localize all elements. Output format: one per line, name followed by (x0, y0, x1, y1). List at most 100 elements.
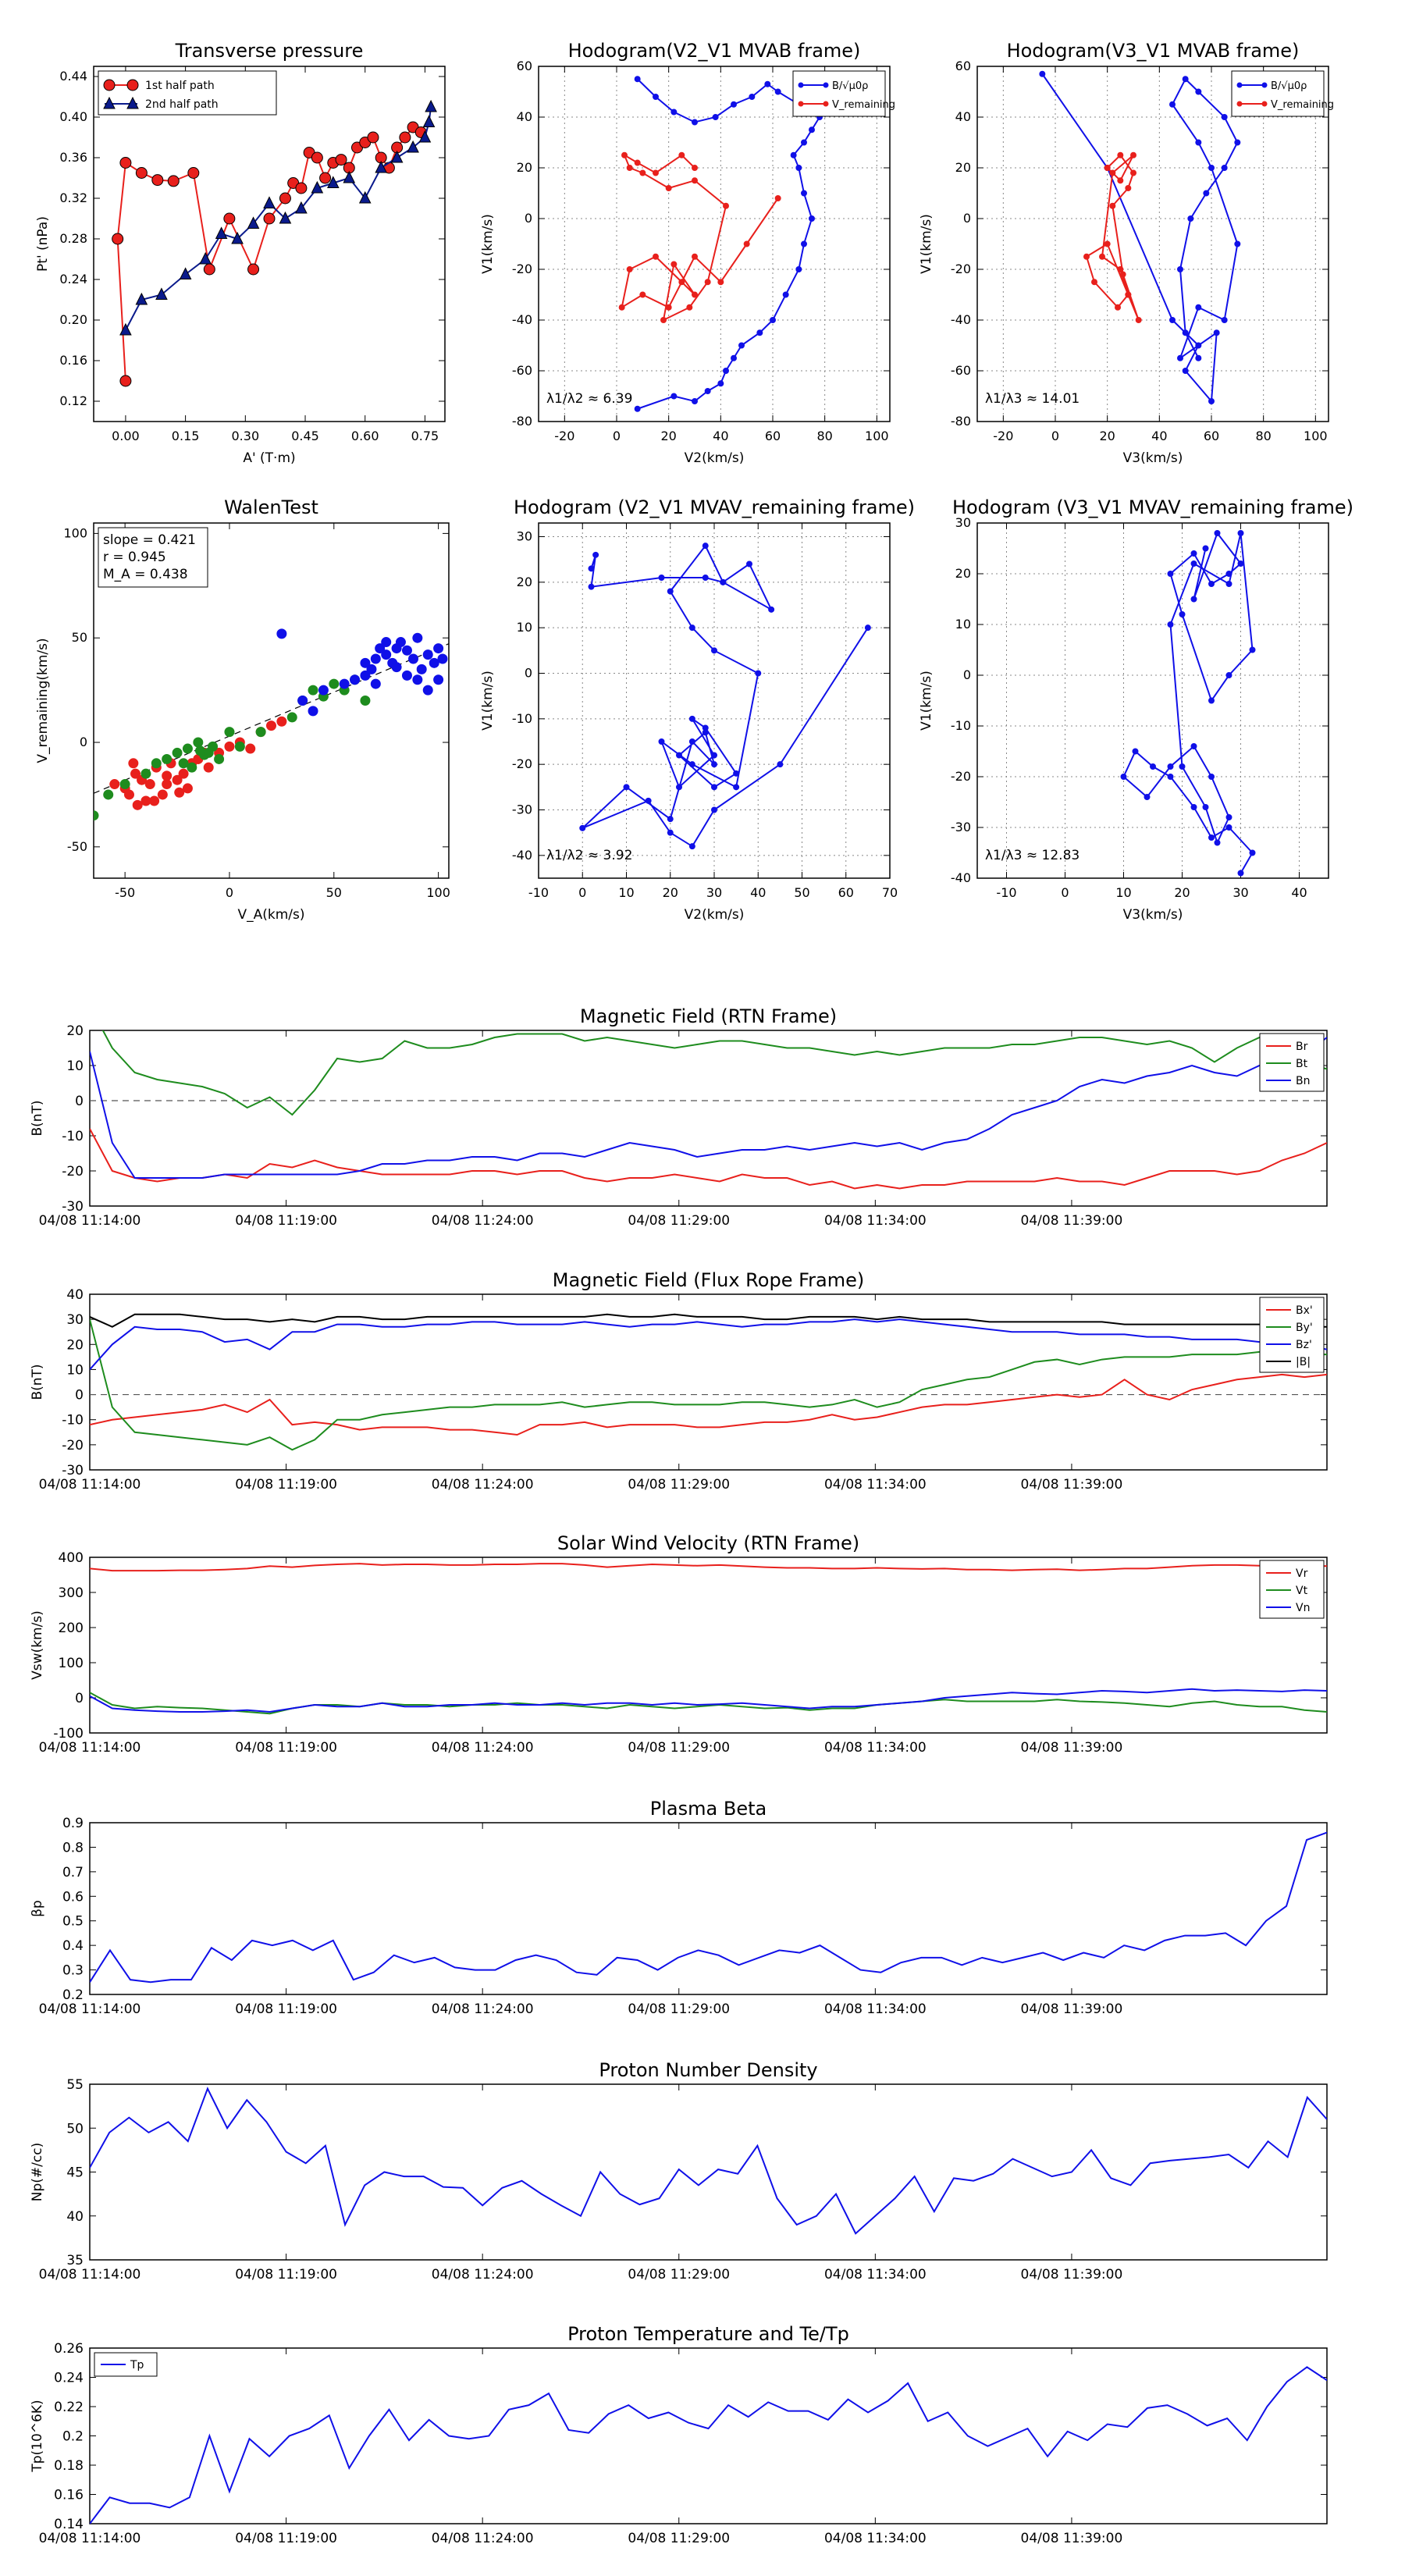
y-tick-label: 0 (525, 211, 532, 226)
x-tick-label: -20 (993, 429, 1013, 443)
y-tick-label: 30 (66, 1312, 84, 1328)
data-point (1190, 560, 1197, 567)
data-point (1203, 190, 1210, 197)
x-tick-label: 04/08 11:19:00 (235, 2001, 337, 2017)
x-tick-label: 04/08 11:24:00 (432, 2267, 534, 2282)
data-point (295, 182, 308, 194)
x-tick-label: 04/08 11:29:00 (628, 1213, 730, 1229)
y-tick-label: 40 (66, 1287, 84, 1303)
data-point (1117, 151, 1124, 158)
legend-label: Vt (1296, 1585, 1308, 1597)
data-point (667, 588, 674, 595)
x-tick-label: 0 (613, 429, 621, 443)
data-point (1208, 697, 1215, 704)
y-tick-label: 0.3 (62, 1963, 84, 1979)
chart-hodo_v2_mvav: Hodogram (V2_V1 MVAV_remaining frame) -10… (480, 496, 915, 923)
data-point (1208, 834, 1215, 841)
chart-title: Magnetic Field (RTN Frame) (580, 1005, 837, 1027)
data-point (370, 653, 381, 664)
plot-frame (89, 1030, 1328, 1207)
data-point (308, 706, 318, 717)
data-layer (94, 628, 449, 821)
legend-marker (103, 96, 116, 109)
data-point (370, 678, 381, 689)
y-tick-label: 0.5 (62, 1914, 84, 1930)
x-tick-label: 0 (578, 885, 586, 900)
data-point (1109, 169, 1116, 176)
legend-label: Br (1296, 1041, 1308, 1053)
x-tick-label: 04/08 11:24:00 (432, 2001, 534, 2017)
y-axis-label: V1(km/s) (480, 214, 496, 274)
data-point (720, 578, 727, 585)
chart-title: Hodogram(V3_V1 MVAB frame) (1007, 40, 1300, 62)
data-point (174, 787, 185, 798)
data-point (1167, 774, 1174, 780)
y-tick-label: -20 (512, 262, 532, 276)
series-line-|B| (90, 1313, 1327, 1328)
data-point (774, 88, 781, 95)
y-tick-label: 10 (66, 1362, 84, 1378)
legend-marker (798, 82, 804, 88)
y-tick-label: 30 (955, 515, 971, 530)
y-tick-label: 0.9 (62, 1816, 84, 1831)
x-tick-label: 04/08 11:14:00 (39, 2531, 141, 2546)
y-tick-label: -80 (951, 414, 971, 429)
plot-frame (89, 1557, 1328, 1734)
y-tick-label: -50 (67, 839, 87, 854)
plot-frame (89, 1293, 1328, 1471)
data-point (712, 114, 719, 120)
data-point (179, 267, 192, 279)
legend-marker (823, 82, 829, 88)
data-point (1190, 804, 1197, 810)
data-point (733, 784, 740, 791)
y-tick-label: -100 (53, 1726, 84, 1742)
y-tick-label: -20 (512, 756, 532, 771)
y-tick-label: 0.2 (62, 1987, 84, 2003)
legend-label: Vn (1296, 1602, 1310, 1614)
data-point (692, 291, 698, 298)
data-layer (90, 1831, 1327, 1984)
data-point (286, 712, 297, 723)
data-layer (1120, 530, 1256, 877)
data-point (688, 843, 695, 850)
y-axis-label: Np(#/cc) (30, 2143, 45, 2201)
data-point (208, 741, 219, 752)
legend-label: Bn (1296, 1075, 1310, 1087)
data-point (311, 151, 323, 164)
legend-box (1259, 1560, 1325, 1619)
data-point (743, 240, 750, 247)
plot-frame (538, 66, 891, 422)
data-point (670, 393, 678, 400)
y-tick-label: 60 (955, 59, 971, 73)
x-tick-label: 04/08 11:29:00 (628, 1477, 730, 1493)
data-point (255, 727, 266, 738)
data-point (645, 797, 652, 804)
y-tick-label: -30 (512, 802, 532, 817)
data-point (864, 624, 871, 632)
series-line-Tp (90, 2366, 1327, 2524)
data-point (621, 151, 628, 158)
y-tick-label: 20 (66, 1023, 84, 1039)
chart-title: Transverse pressure (175, 40, 364, 62)
data-point (140, 795, 151, 806)
y-tick-label: 20 (66, 1337, 84, 1353)
data-point (178, 758, 189, 769)
data-point (276, 628, 287, 639)
data-point (350, 674, 361, 685)
data-point (1132, 748, 1139, 755)
x-tick-label: 0.30 (232, 429, 260, 443)
x-tick-label: 04/08 11:39:00 (1021, 2001, 1123, 2017)
data-point (151, 758, 162, 769)
data-point (1177, 354, 1183, 361)
data-point (1177, 266, 1183, 272)
data-point (639, 291, 646, 298)
data-point (182, 783, 193, 794)
data-point (1190, 550, 1197, 557)
data-point (1225, 824, 1232, 831)
data-point (1125, 291, 1132, 298)
data-point (263, 196, 276, 208)
data-point (704, 279, 711, 286)
x-tick-label: 100 (1304, 429, 1328, 443)
data-point (1109, 202, 1116, 209)
data-point (1225, 672, 1232, 678)
